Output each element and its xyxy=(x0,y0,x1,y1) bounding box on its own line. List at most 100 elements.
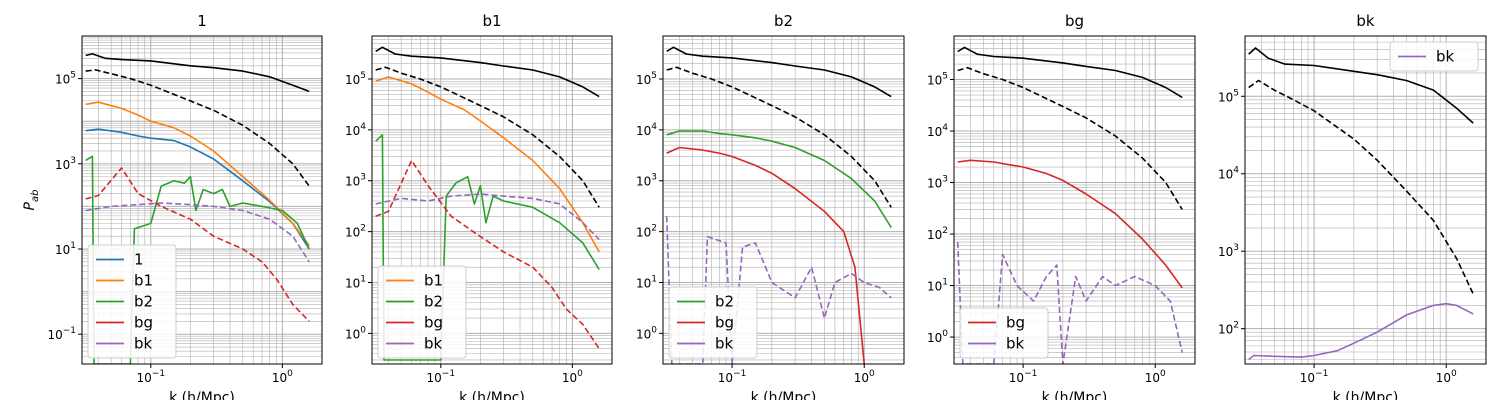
axes-frame xyxy=(1244,35,1487,365)
legend-label-bk: bk xyxy=(1436,48,1455,66)
y-tick-label: 103 xyxy=(1218,243,1239,259)
panel-1: 10−1 100 10−1 101 103 105 1 k (h/Mpc) Pab 1 b1 b2 bg… xyxy=(22,12,323,400)
x-tick-label: 100 xyxy=(1145,369,1166,385)
y-tick-label: 102 xyxy=(927,226,948,242)
legend-label-bk: bk xyxy=(1006,335,1025,353)
grid xyxy=(953,35,1196,365)
panel-3: 10−1 100 100 101 102 103 104 105 b2 k (h/Mpc) b2 bg… xyxy=(636,12,905,400)
x-axis-label: k (h/Mpc) xyxy=(1042,390,1108,400)
series-bg-solid xyxy=(957,159,1183,289)
y-tick-label: 100 xyxy=(636,325,657,341)
y-tick-label: 105 xyxy=(927,72,948,88)
legend-label-b2: b2 xyxy=(715,293,734,311)
panel-2: 10−1 100 100 101 102 103 104 105 b1 k (h/Mpc) b1 b2… xyxy=(345,12,613,400)
panel-title: 1 xyxy=(197,12,207,30)
legend-box xyxy=(1389,41,1479,72)
grid xyxy=(1244,35,1487,364)
y-tick-label: 103 xyxy=(927,175,948,191)
axes-frame xyxy=(371,35,613,365)
y-tick-label: 101 xyxy=(636,274,657,290)
x-tick-label: 100 xyxy=(854,369,875,385)
series-ref-solid xyxy=(1248,47,1474,124)
panel-title: bk xyxy=(1356,12,1375,30)
x-tick-label: 100 xyxy=(562,369,583,385)
y-axis-label: Pab xyxy=(22,190,41,211)
y-tick-label: 104 xyxy=(1218,166,1239,182)
axes-frame xyxy=(81,35,323,365)
legend-box xyxy=(668,286,758,359)
grid xyxy=(662,35,905,364)
figure-layer: 10−1 100 10−1 101 103 105 1 k (h/Mpc) Pab 1 b1 b2 bg… xyxy=(22,12,1487,400)
series-ref-dashed xyxy=(957,66,1183,210)
series-group xyxy=(956,46,1183,364)
legend-label-bk: bk xyxy=(424,335,443,353)
series-group xyxy=(665,46,892,364)
series-ref-solid xyxy=(85,53,310,93)
x-axis-label: k (h/Mpc) xyxy=(169,390,235,400)
y-tick-label: 103 xyxy=(55,156,76,172)
y-tick-label: 104 xyxy=(345,122,366,138)
series-bk-dashed xyxy=(665,216,892,364)
series-bk-dashed xyxy=(375,193,600,241)
series-ref-dashed xyxy=(85,69,310,187)
series-bk-dashed xyxy=(85,202,310,263)
x-axis-label: k (h/Mpc) xyxy=(1333,390,1399,400)
series-bg-dashed xyxy=(375,159,600,350)
legend: 1 b1 b2 bg bk xyxy=(87,244,177,359)
panel-4: 10−1 100 100 101 102 103 104 105 bg k (h/Mpc) bg bk xyxy=(927,12,1196,400)
y-tick-label: 101 xyxy=(927,278,948,294)
y-tick-label: 100 xyxy=(927,329,948,345)
y-tick-label: 10−1 xyxy=(47,326,76,342)
y-tick-label: 102 xyxy=(1218,321,1239,337)
y-tick-label: 105 xyxy=(636,71,657,87)
y-tick-label: 104 xyxy=(927,123,948,139)
legend-label-bg: bg xyxy=(424,314,443,332)
panel-title: b1 xyxy=(482,12,501,30)
series-b2-solid xyxy=(666,130,892,229)
y-tick-label: 103 xyxy=(345,173,366,189)
legend-label-b2: b2 xyxy=(134,293,153,311)
y-tick-label: 102 xyxy=(345,224,366,240)
y-tick-label: 105 xyxy=(1218,88,1239,104)
series-ref-dashed xyxy=(1248,79,1474,295)
series-ref-solid xyxy=(666,46,892,98)
x-axis-label: k (h/Mpc) xyxy=(751,390,817,400)
legend: b2 bg bk xyxy=(668,286,758,359)
x-tick-label: 10−1 xyxy=(1300,369,1329,385)
series-group xyxy=(85,53,310,364)
panel-title: bg xyxy=(1065,12,1084,30)
series-ref-dashed xyxy=(375,66,600,208)
series-ref-solid xyxy=(957,46,1183,99)
legend-box xyxy=(959,307,1049,359)
series-1-solid xyxy=(85,128,310,250)
x-tick-label: 10−1 xyxy=(137,369,166,385)
series-bk-solid xyxy=(1248,302,1474,361)
legend-label-1: 1 xyxy=(134,251,144,269)
legend-box xyxy=(87,244,177,359)
legend: bg bk xyxy=(959,307,1049,359)
panel-5: 10−1 100 102 103 104 105 bk k (h/Mpc) bk xyxy=(1218,12,1487,400)
series-group xyxy=(375,46,600,361)
series-bk-dashed xyxy=(956,241,1183,364)
legend-label-b1: b1 xyxy=(134,272,153,290)
y-tick-label: 101 xyxy=(345,274,366,290)
series-b1-solid xyxy=(85,101,310,247)
legend-box xyxy=(377,265,467,359)
series-group xyxy=(1248,47,1474,361)
y-tick-label: 100 xyxy=(345,325,366,341)
legend: bk xyxy=(1389,41,1479,72)
y-tick-label: 101 xyxy=(55,241,76,257)
grid xyxy=(371,35,613,364)
legend-label-bg: bg xyxy=(715,314,734,332)
x-tick-label: 10−1 xyxy=(718,369,747,385)
x-tick-label: 10−1 xyxy=(427,369,456,385)
panel-title: b2 xyxy=(774,12,793,30)
x-tick-label: 100 xyxy=(1436,369,1457,385)
legend-label-bk: bk xyxy=(134,335,153,353)
y-tick-label: 102 xyxy=(636,224,657,240)
series-ref-dashed xyxy=(666,66,892,208)
y-tick-label: 105 xyxy=(345,71,366,87)
series-bg-solid xyxy=(666,146,865,364)
series-ref-solid xyxy=(375,46,600,98)
